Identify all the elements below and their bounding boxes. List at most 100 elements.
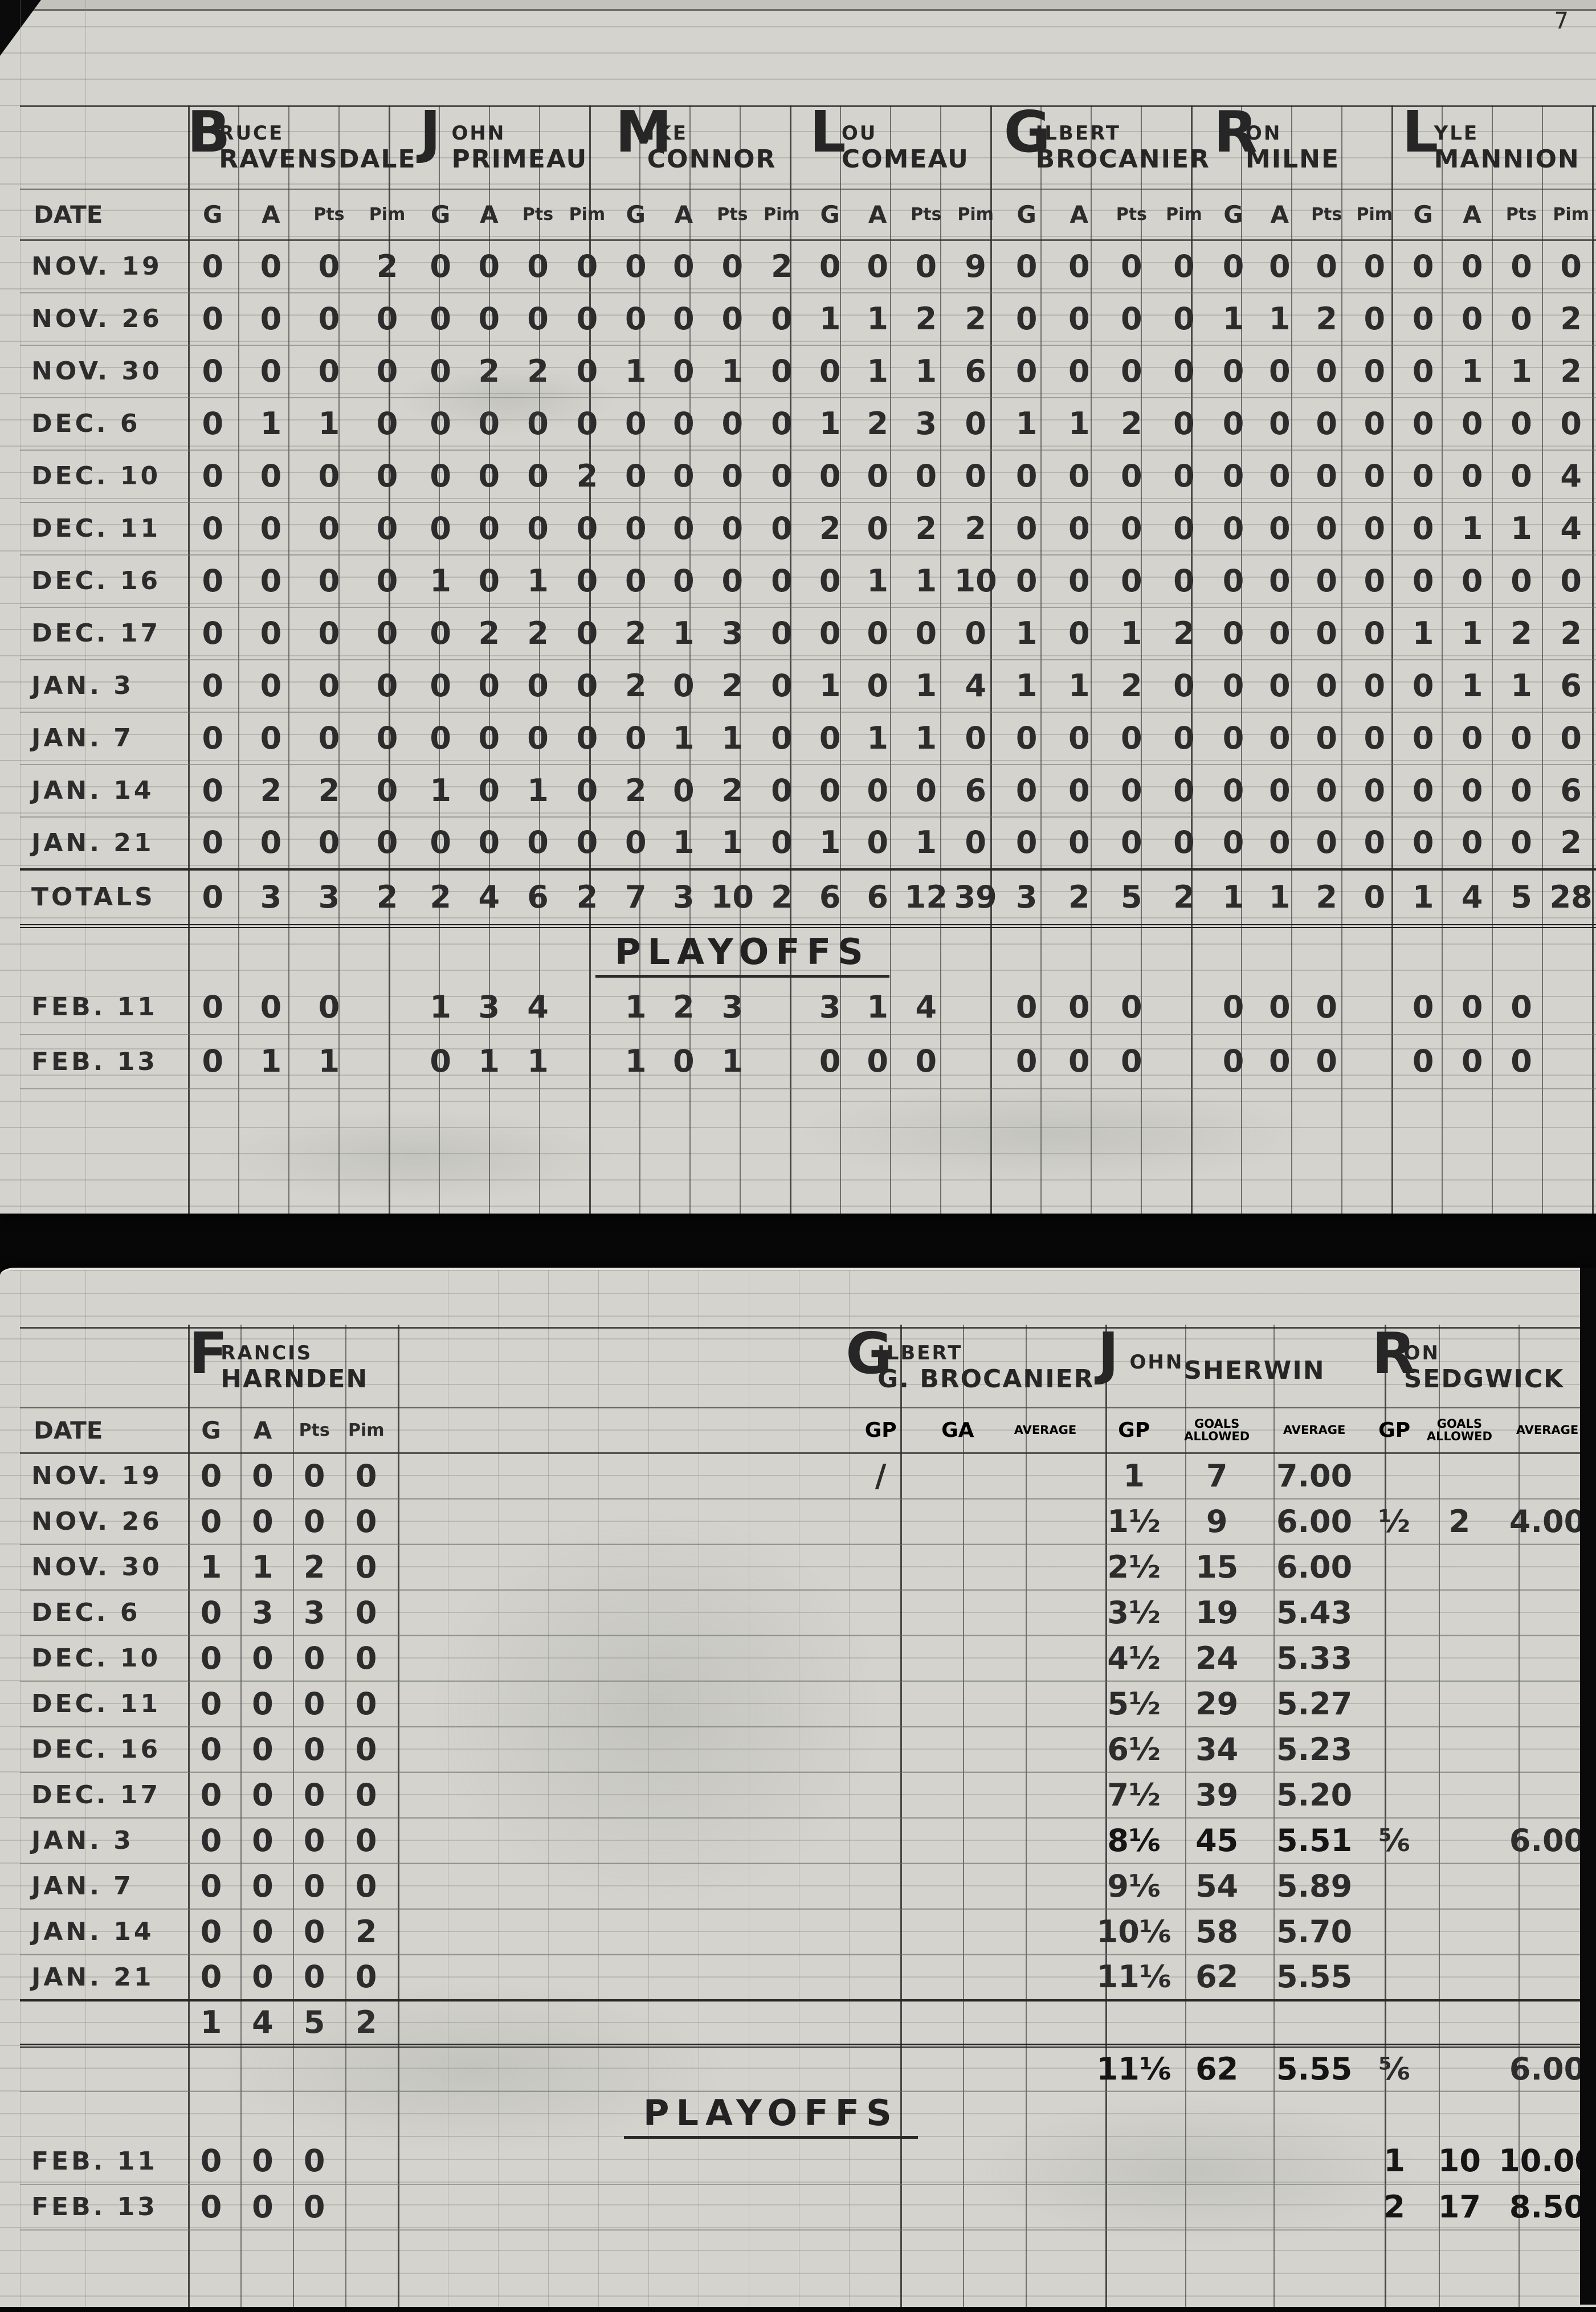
stat-row: DEC. 11 0 0 0 0 5½ 29 5.27 — [20, 1681, 1596, 1727]
game-date: JAN. 14 — [20, 764, 184, 818]
blank-region — [392, 1544, 843, 1591]
stat-value: 0 — [1496, 764, 1546, 818]
playoff-stat-value: 0 — [1496, 980, 1546, 1035]
stat-value: 0 — [1052, 712, 1105, 765]
brocanier-stat-value — [919, 1635, 997, 1682]
brocanier-stat-value — [842, 1681, 920, 1727]
stat-value: 0 — [1256, 450, 1303, 503]
stat-value: 1 — [659, 607, 708, 660]
player-last-name: SHERWIN — [1183, 1355, 1325, 1385]
stat-value: 0 — [358, 659, 417, 713]
brocanier-stat-value — [842, 1544, 920, 1591]
sedgwick-stat-value — [1368, 1681, 1421, 1727]
stat-value: 0 — [183, 450, 242, 503]
stat-value: 0 — [1256, 554, 1303, 608]
stat-value: 0 — [1398, 450, 1448, 503]
stat-column-header: G — [416, 189, 465, 241]
stat-value: 0 — [1303, 659, 1350, 713]
playoff-stat-value: 1 — [300, 1034, 358, 1089]
playoff-stat-row: FEB. 11 0 0 0 1 10 10.00 — [20, 2138, 1596, 2185]
stat-value: 0 — [358, 345, 417, 398]
brocanier-playoff-value — [842, 2138, 920, 2185]
playoffs-heading-row: PLAYOFFS — [20, 2092, 1596, 2139]
brocanier-stat-value — [842, 1635, 920, 1682]
sedgwick-stat-value — [1368, 1863, 1421, 1910]
total-value: 0 — [1350, 868, 1399, 928]
sherwin-stat-value: 45 — [1173, 1817, 1260, 1864]
player-first-name: RANCIS — [221, 1342, 313, 1365]
stat-value: 0 — [707, 292, 757, 346]
stat-value: 1 — [806, 397, 854, 451]
stat-value: 0 — [513, 397, 563, 451]
player-initial: M — [615, 106, 672, 165]
stat-value: 0 — [242, 816, 300, 870]
total-value: 4 — [1447, 868, 1497, 928]
sherwin-stat-value: 4½ — [1094, 1635, 1174, 1682]
playoff-stat-value — [1157, 980, 1210, 1035]
top-sheet-page: 7 B RUCE RAVENSDALE J OHN PRIMEAU M IKE CONNOR L O… — [0, 0, 1596, 1214]
stat-column-header: Pim — [757, 189, 806, 241]
stat-value: 0 — [1157, 659, 1210, 713]
stat-value: 0 — [1157, 345, 1210, 398]
stat-value: 0 — [242, 712, 300, 765]
playoff-stat-value: 0 — [901, 1034, 951, 1089]
blank-region — [392, 1635, 843, 1682]
playoff-stat-value: 0 — [1303, 980, 1350, 1035]
brocanier-stat-value — [996, 1681, 1095, 1727]
stat-value: 1 — [659, 816, 708, 870]
playoff-stat-value: 1 — [513, 1034, 563, 1089]
stat-column-header: G — [1398, 189, 1448, 241]
stat-value: 0 — [854, 240, 901, 293]
sedgwick-stat-value — [1420, 1726, 1499, 1773]
brocanier-playoff-value — [996, 2138, 1095, 2185]
sedgwick-stat-value — [1420, 1954, 1499, 2001]
playoff-stat-value — [562, 1034, 612, 1089]
goals-allowed-line: ALLOWED — [1426, 1429, 1492, 1444]
brocanier-stat-value — [842, 1772, 920, 1819]
game-date: DEC. 17 — [20, 607, 184, 660]
sherwin-stat-value: 9⅙ — [1094, 1863, 1174, 1910]
stat-value: 0 — [464, 397, 513, 451]
stat-value: 0 — [1398, 292, 1448, 346]
stat-value: 0 — [854, 816, 901, 870]
stat-row: DEC. 16 0 0 0 0 6½ 34 5.23 — [20, 1726, 1596, 1773]
stat-value: 3 — [901, 397, 951, 451]
stat-value: 2 — [1105, 659, 1158, 713]
stat-value: 0 — [1000, 450, 1053, 503]
stat-value: 0 — [464, 816, 513, 870]
sherwin-stat-value: 1½ — [1094, 1498, 1174, 1545]
stat-value: 0 — [1256, 502, 1303, 555]
stat-value: 0 — [1157, 712, 1210, 765]
playoff-stat-value: 0 — [1256, 980, 1303, 1035]
playoff-stat-value: 3 — [464, 980, 513, 1035]
sherwin-stat-value: 24 — [1173, 1635, 1260, 1682]
stat-value: 2 — [1496, 607, 1546, 660]
stat-value: 0 — [757, 292, 806, 346]
harnden-stat-value: 0 — [288, 1635, 341, 1682]
sherwin-season-total: 5.55 — [1260, 2045, 1369, 2092]
brocanier-stat-value — [842, 1954, 920, 2001]
stat-row: JAN. 3 0 0 0 0 8⅙ 45 5.51 ⅚ 6.00 — [20, 1817, 1596, 1864]
playoff-stat-value — [1546, 1034, 1596, 1089]
stat-column-header: Pts — [288, 1407, 341, 1454]
sherwin-stat-value: 34 — [1173, 1726, 1260, 1773]
stat-value: 0 — [1398, 345, 1448, 398]
stat-value: 0 — [464, 240, 513, 293]
game-date: FEB. 13 — [20, 1034, 184, 1089]
playoff-stat-value: 1 — [416, 980, 465, 1035]
stat-value: 0 — [1303, 712, 1350, 765]
harnden-stat-value: 0 — [236, 1453, 289, 1500]
stat-value: 0 — [1256, 764, 1303, 818]
stat-value: 2 — [1546, 816, 1596, 870]
playoff-stat-value: 0 — [1303, 1034, 1350, 1089]
stat-value: 0 — [659, 554, 708, 608]
stat-value: 1 — [300, 397, 358, 451]
sherwin-playoff-value — [1094, 2184, 1174, 2231]
playoff-stat-value: 4 — [513, 980, 563, 1035]
stat-value: 0 — [416, 816, 465, 870]
stat-value: 0 — [183, 659, 242, 713]
average-header: AVERAGE — [1260, 1407, 1369, 1454]
stat-value: 0 — [1546, 712, 1596, 765]
